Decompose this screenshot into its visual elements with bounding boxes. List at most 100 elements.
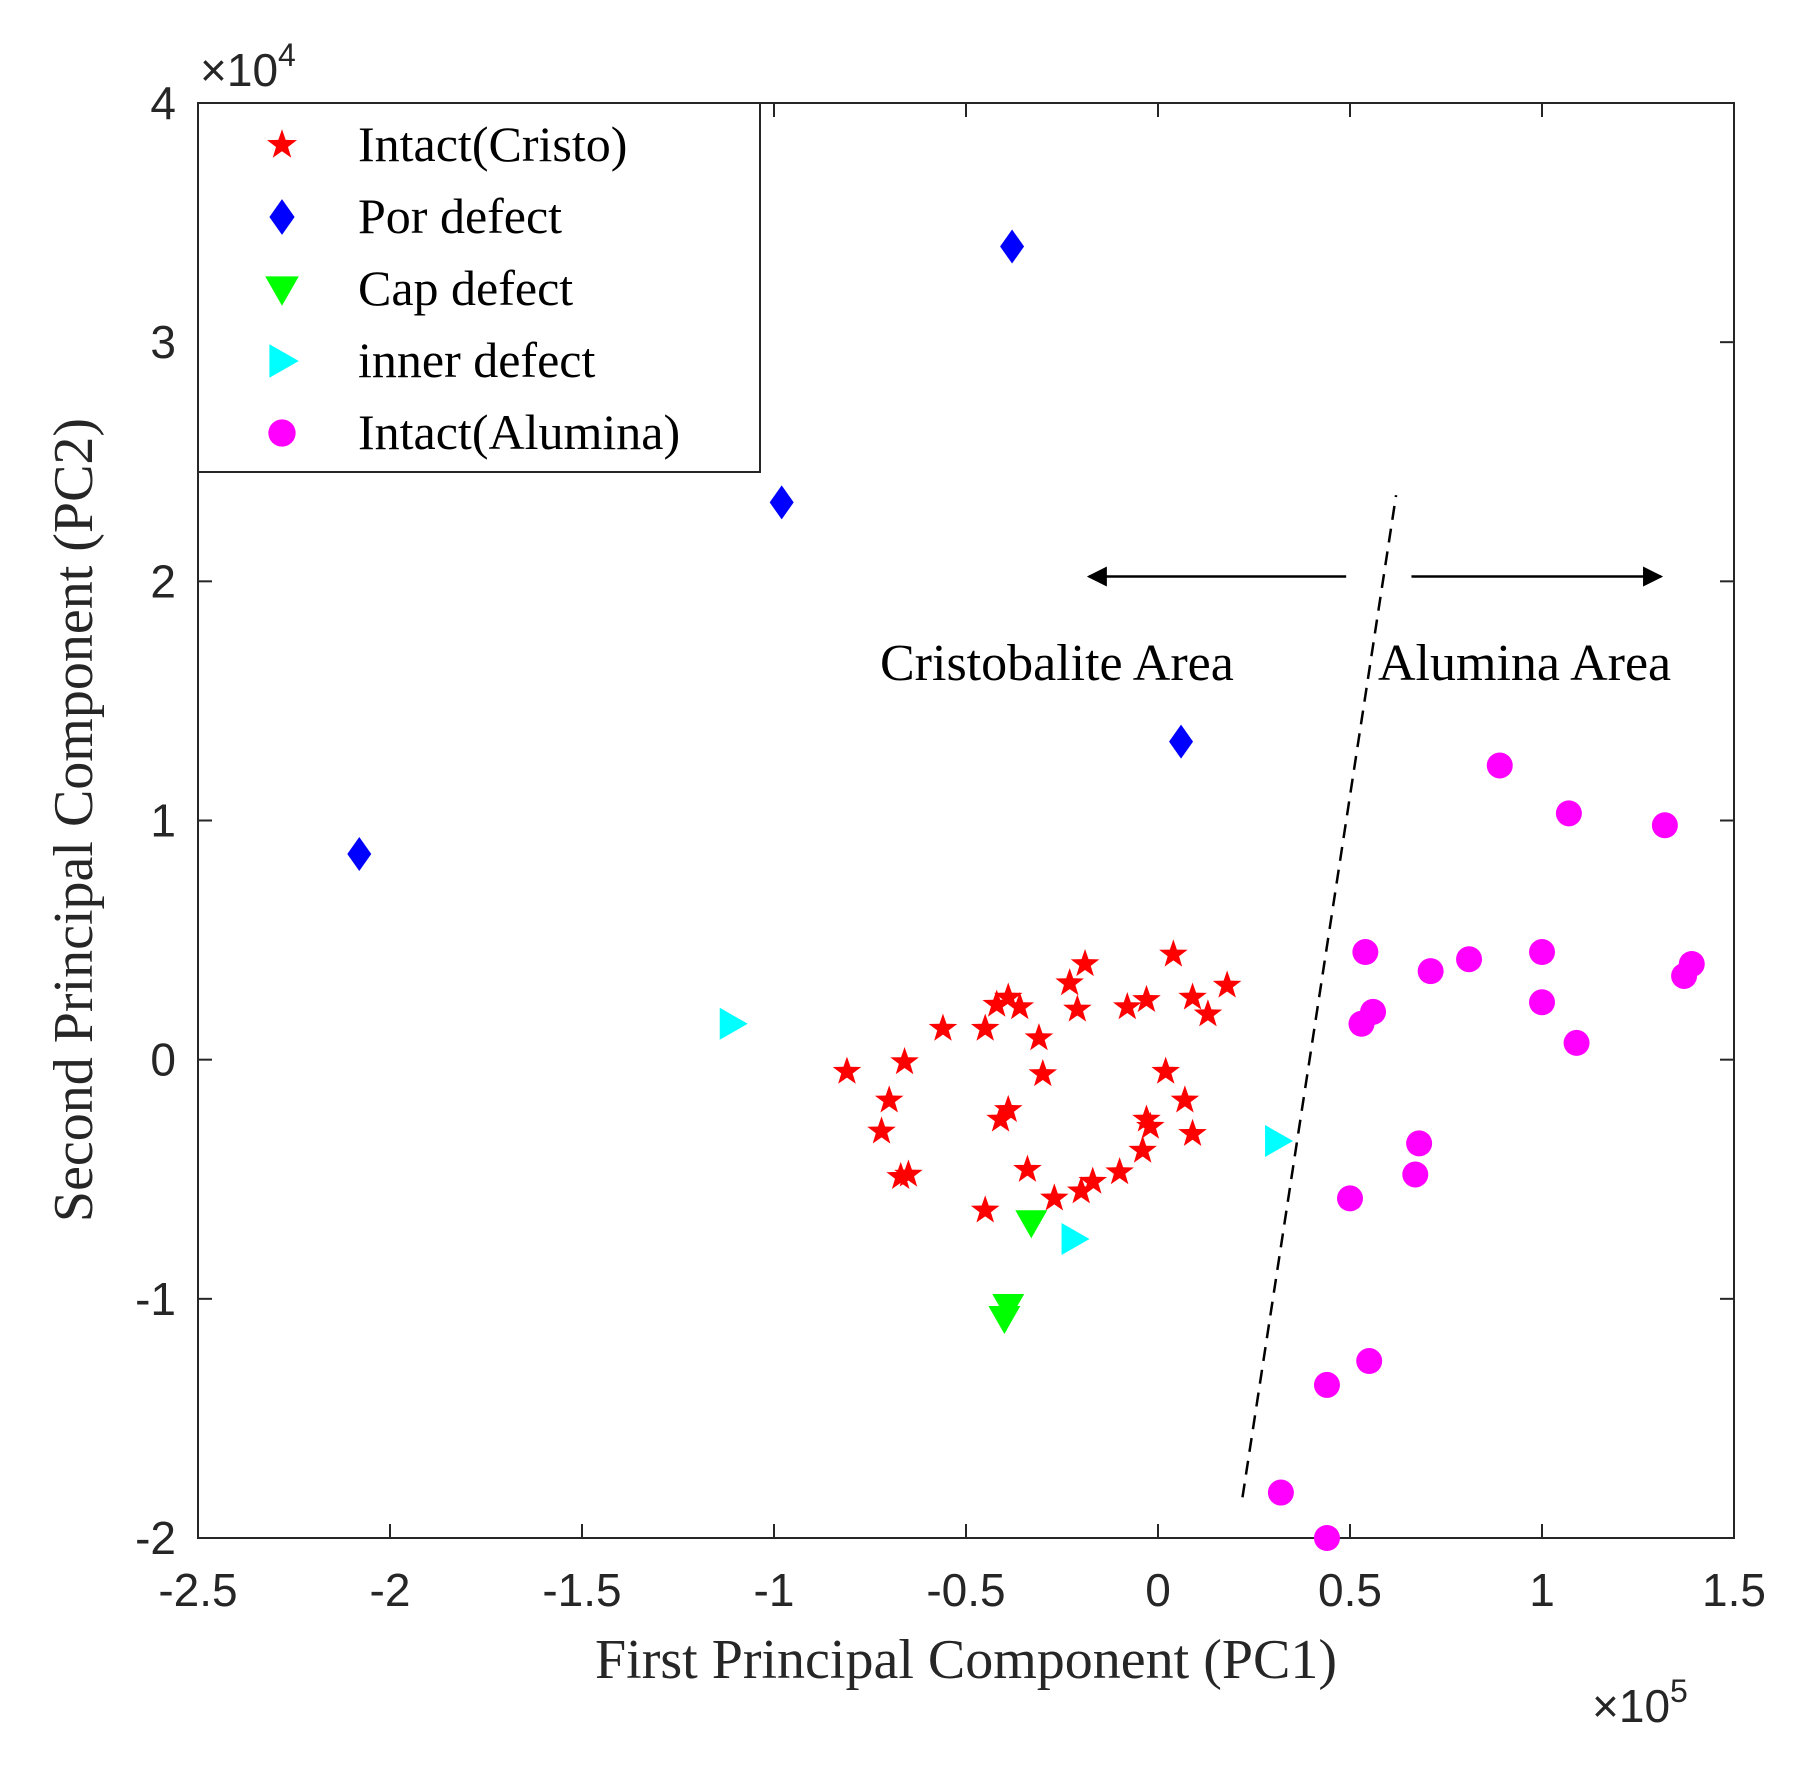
legend-marker-intact-cristo	[267, 129, 297, 158]
x-tick-label: -2	[370, 1564, 411, 1616]
point-intact-cristo	[986, 1104, 1015, 1132]
point-intact-cristo	[1063, 994, 1092, 1022]
point-intact-alumina	[1529, 939, 1555, 966]
point-intact-cristo	[970, 1013, 1000, 1041]
point-intact-alumina	[1671, 962, 1698, 989]
point-intact-cristo	[1178, 1118, 1207, 1146]
point-intact-cristo	[993, 1094, 1023, 1123]
point-intact-cristo	[1136, 1111, 1165, 1139]
legend-marker-intact-alumina	[268, 419, 296, 447]
point-intact-cristo	[1024, 1023, 1054, 1051]
point-intact-alumina	[1529, 989, 1555, 1016]
legend-label-intact-cristo: Intact(Cristo)	[358, 116, 627, 172]
point-intact-alumina	[1267, 1479, 1294, 1506]
legend-marker-inner-defect	[269, 344, 299, 378]
point-intact-cristo	[1013, 1154, 1042, 1182]
point-intact-cristo	[1170, 1085, 1200, 1113]
point-intact-cristo	[982, 989, 1011, 1017]
x-tick-label: 0	[1145, 1564, 1171, 1616]
point-intact-alumina	[1651, 812, 1678, 839]
x-tick-label: -1	[754, 1564, 795, 1616]
point-intact-cristo	[890, 1047, 919, 1075]
point-por-defect	[1169, 724, 1194, 759]
point-intact-cristo	[1055, 968, 1084, 996]
point-intact-cristo	[993, 982, 1023, 1010]
cristobalite-area-label: Cristobalite Area	[880, 635, 1234, 692]
x-tick-label: 1.5	[1702, 1564, 1766, 1616]
x-tick-labels: -2.5 -2 -1.5 -1 -0.5 0 0.5 1 1.5	[158, 1564, 1766, 1616]
point-cap-defect	[1015, 1210, 1048, 1239]
point-intact-cristo	[894, 1159, 923, 1187]
point-intact-alumina	[1313, 1371, 1340, 1398]
point-intact-cristo	[1113, 992, 1142, 1020]
point-intact-cristo	[970, 1195, 1000, 1223]
point-intact-cristo	[1128, 1135, 1157, 1163]
point-intact-alumina	[1406, 1130, 1433, 1157]
point-intact-cristo	[1159, 939, 1188, 967]
point-intact-alumina	[1337, 1185, 1363, 1212]
point-por-defect	[347, 836, 372, 871]
point-intact-cristo	[1132, 1104, 1161, 1132]
point-intact-alumina	[1486, 752, 1513, 779]
point-intact-cristo	[1028, 1059, 1058, 1087]
y-tick-label: -1	[135, 1273, 176, 1325]
point-intact-cristo	[1070, 949, 1100, 977]
area-divider-line	[1241, 495, 1398, 1498]
point-intact-alumina	[1356, 1348, 1383, 1375]
x-tick-label: -1.5	[542, 1564, 621, 1616]
legend-marker-cap-defect	[265, 276, 299, 306]
axis-ticks	[197, 102, 1735, 1539]
point-inner-defect	[1061, 1223, 1090, 1256]
y-axis-title: Second Principal Component (PC2)	[43, 418, 105, 1222]
legend-label-intact-alumina: Intact(Alumina)	[358, 404, 680, 460]
point-intact-cristo	[1066, 1176, 1096, 1204]
legend-label-cap-defect: Cap defect	[358, 260, 573, 316]
point-por-defect	[769, 485, 794, 520]
point-intact-cristo	[1151, 1056, 1180, 1084]
x-tick-label: -0.5	[926, 1564, 1005, 1616]
point-intact-alumina	[1402, 1161, 1429, 1188]
x-axis-title: First Principal Component (PC1)	[595, 1629, 1337, 1691]
point-intact-cristo	[886, 1161, 915, 1189]
point-intact-cristo	[1105, 1157, 1134, 1185]
point-inner-defect	[719, 1007, 748, 1040]
point-intact-alumina	[1348, 1010, 1375, 1037]
data-points	[347, 229, 1705, 1551]
point-intact-cristo	[928, 1013, 958, 1041]
legend-marker-por-defect	[269, 199, 295, 235]
x-tick-label: 0.5	[1318, 1564, 1382, 1616]
point-intact-cristo	[1078, 1166, 1107, 1194]
legend-label-inner-defect: inner defect	[358, 332, 595, 388]
point-intact-cristo	[832, 1056, 862, 1084]
alumina-area-label: Alumina Area	[1378, 635, 1671, 692]
legend-label-por-defect: Por defect	[358, 188, 562, 244]
point-por-defect	[1000, 229, 1025, 264]
point-intact-cristo	[874, 1085, 904, 1113]
x-axis-multiplier: ×105	[1592, 1673, 1688, 1732]
point-inner-defect	[1265, 1124, 1294, 1157]
point-intact-alumina	[1563, 1029, 1590, 1056]
y-tick-label: 1	[150, 795, 176, 847]
y-axis-multiplier: ×104	[200, 37, 296, 96]
point-intact-cristo	[1005, 992, 1035, 1020]
point-intact-cristo	[1193, 999, 1223, 1027]
point-intact-alumina	[1456, 946, 1483, 973]
y-tick-label: -2	[135, 1512, 176, 1564]
legend: Intact(Cristo) Por defect Cap defect inner …	[197, 102, 761, 473]
point-intact-alumina	[1313, 1525, 1340, 1551]
x-tick-label: -2.5	[158, 1564, 237, 1616]
point-intact-cristo	[1132, 984, 1161, 1013]
x-tick-label: 1	[1529, 1564, 1555, 1616]
point-intact-alumina	[1555, 800, 1582, 827]
point-intact-cristo	[867, 1116, 896, 1144]
point-cap-defect	[988, 1305, 1021, 1334]
y-tick-label: 0	[150, 1034, 176, 1086]
point-intact-cristo	[1178, 982, 1207, 1010]
y-tick-labels: -2 -1 0 1 2 3 4	[135, 77, 176, 1564]
point-intact-cristo	[1212, 970, 1242, 998]
point-intact-alumina	[1417, 958, 1444, 985]
y-tick-label: 2	[150, 555, 176, 607]
point-intact-cristo	[1040, 1183, 1069, 1211]
y-tick-label: 3	[150, 316, 176, 368]
